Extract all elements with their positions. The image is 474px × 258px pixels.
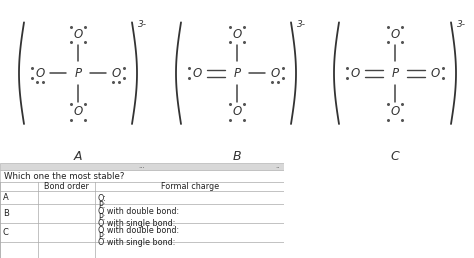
Text: O: O (192, 67, 201, 80)
Text: ..: .. (275, 163, 280, 169)
Text: 3-: 3- (297, 20, 306, 29)
Text: O: O (73, 105, 82, 118)
Text: A: A (74, 150, 82, 163)
Text: 3-: 3- (457, 20, 466, 29)
Text: O: O (430, 67, 439, 80)
Text: O: O (111, 67, 120, 80)
Text: O: O (232, 105, 242, 118)
Text: O: O (350, 67, 360, 80)
Text: Which one the most stable?: Which one the most stable? (4, 172, 124, 181)
Text: O: O (73, 28, 82, 41)
Text: P: P (233, 67, 241, 80)
Text: O:: O: (98, 194, 107, 203)
Text: O with single bond:: O with single bond: (98, 238, 175, 247)
Bar (0, 163, 284, 170)
Text: P: P (74, 67, 82, 80)
Text: B: B (233, 150, 241, 163)
Text: A: A (3, 193, 9, 202)
Text: C: C (391, 150, 400, 163)
Text: O: O (36, 67, 45, 80)
Text: P:: P: (98, 232, 105, 241)
Text: 3-: 3- (138, 20, 147, 29)
Text: P:: P: (98, 213, 105, 222)
Text: O: O (232, 28, 242, 41)
Text: C: C (3, 228, 9, 237)
Text: O with single bond:: O with single bond: (98, 219, 175, 228)
Text: Formal charge: Formal charge (161, 182, 219, 191)
Text: O: O (270, 67, 280, 80)
Text: ...: ... (138, 163, 145, 169)
Text: O: O (391, 105, 400, 118)
Text: O with double bond:: O with double bond: (98, 207, 179, 216)
Text: P:: P: (98, 201, 105, 210)
Text: P: P (392, 67, 399, 80)
Text: O with double bond:: O with double bond: (98, 226, 179, 235)
Text: Bond order: Bond order (44, 182, 89, 191)
Text: B: B (3, 209, 9, 218)
Text: O: O (391, 28, 400, 41)
